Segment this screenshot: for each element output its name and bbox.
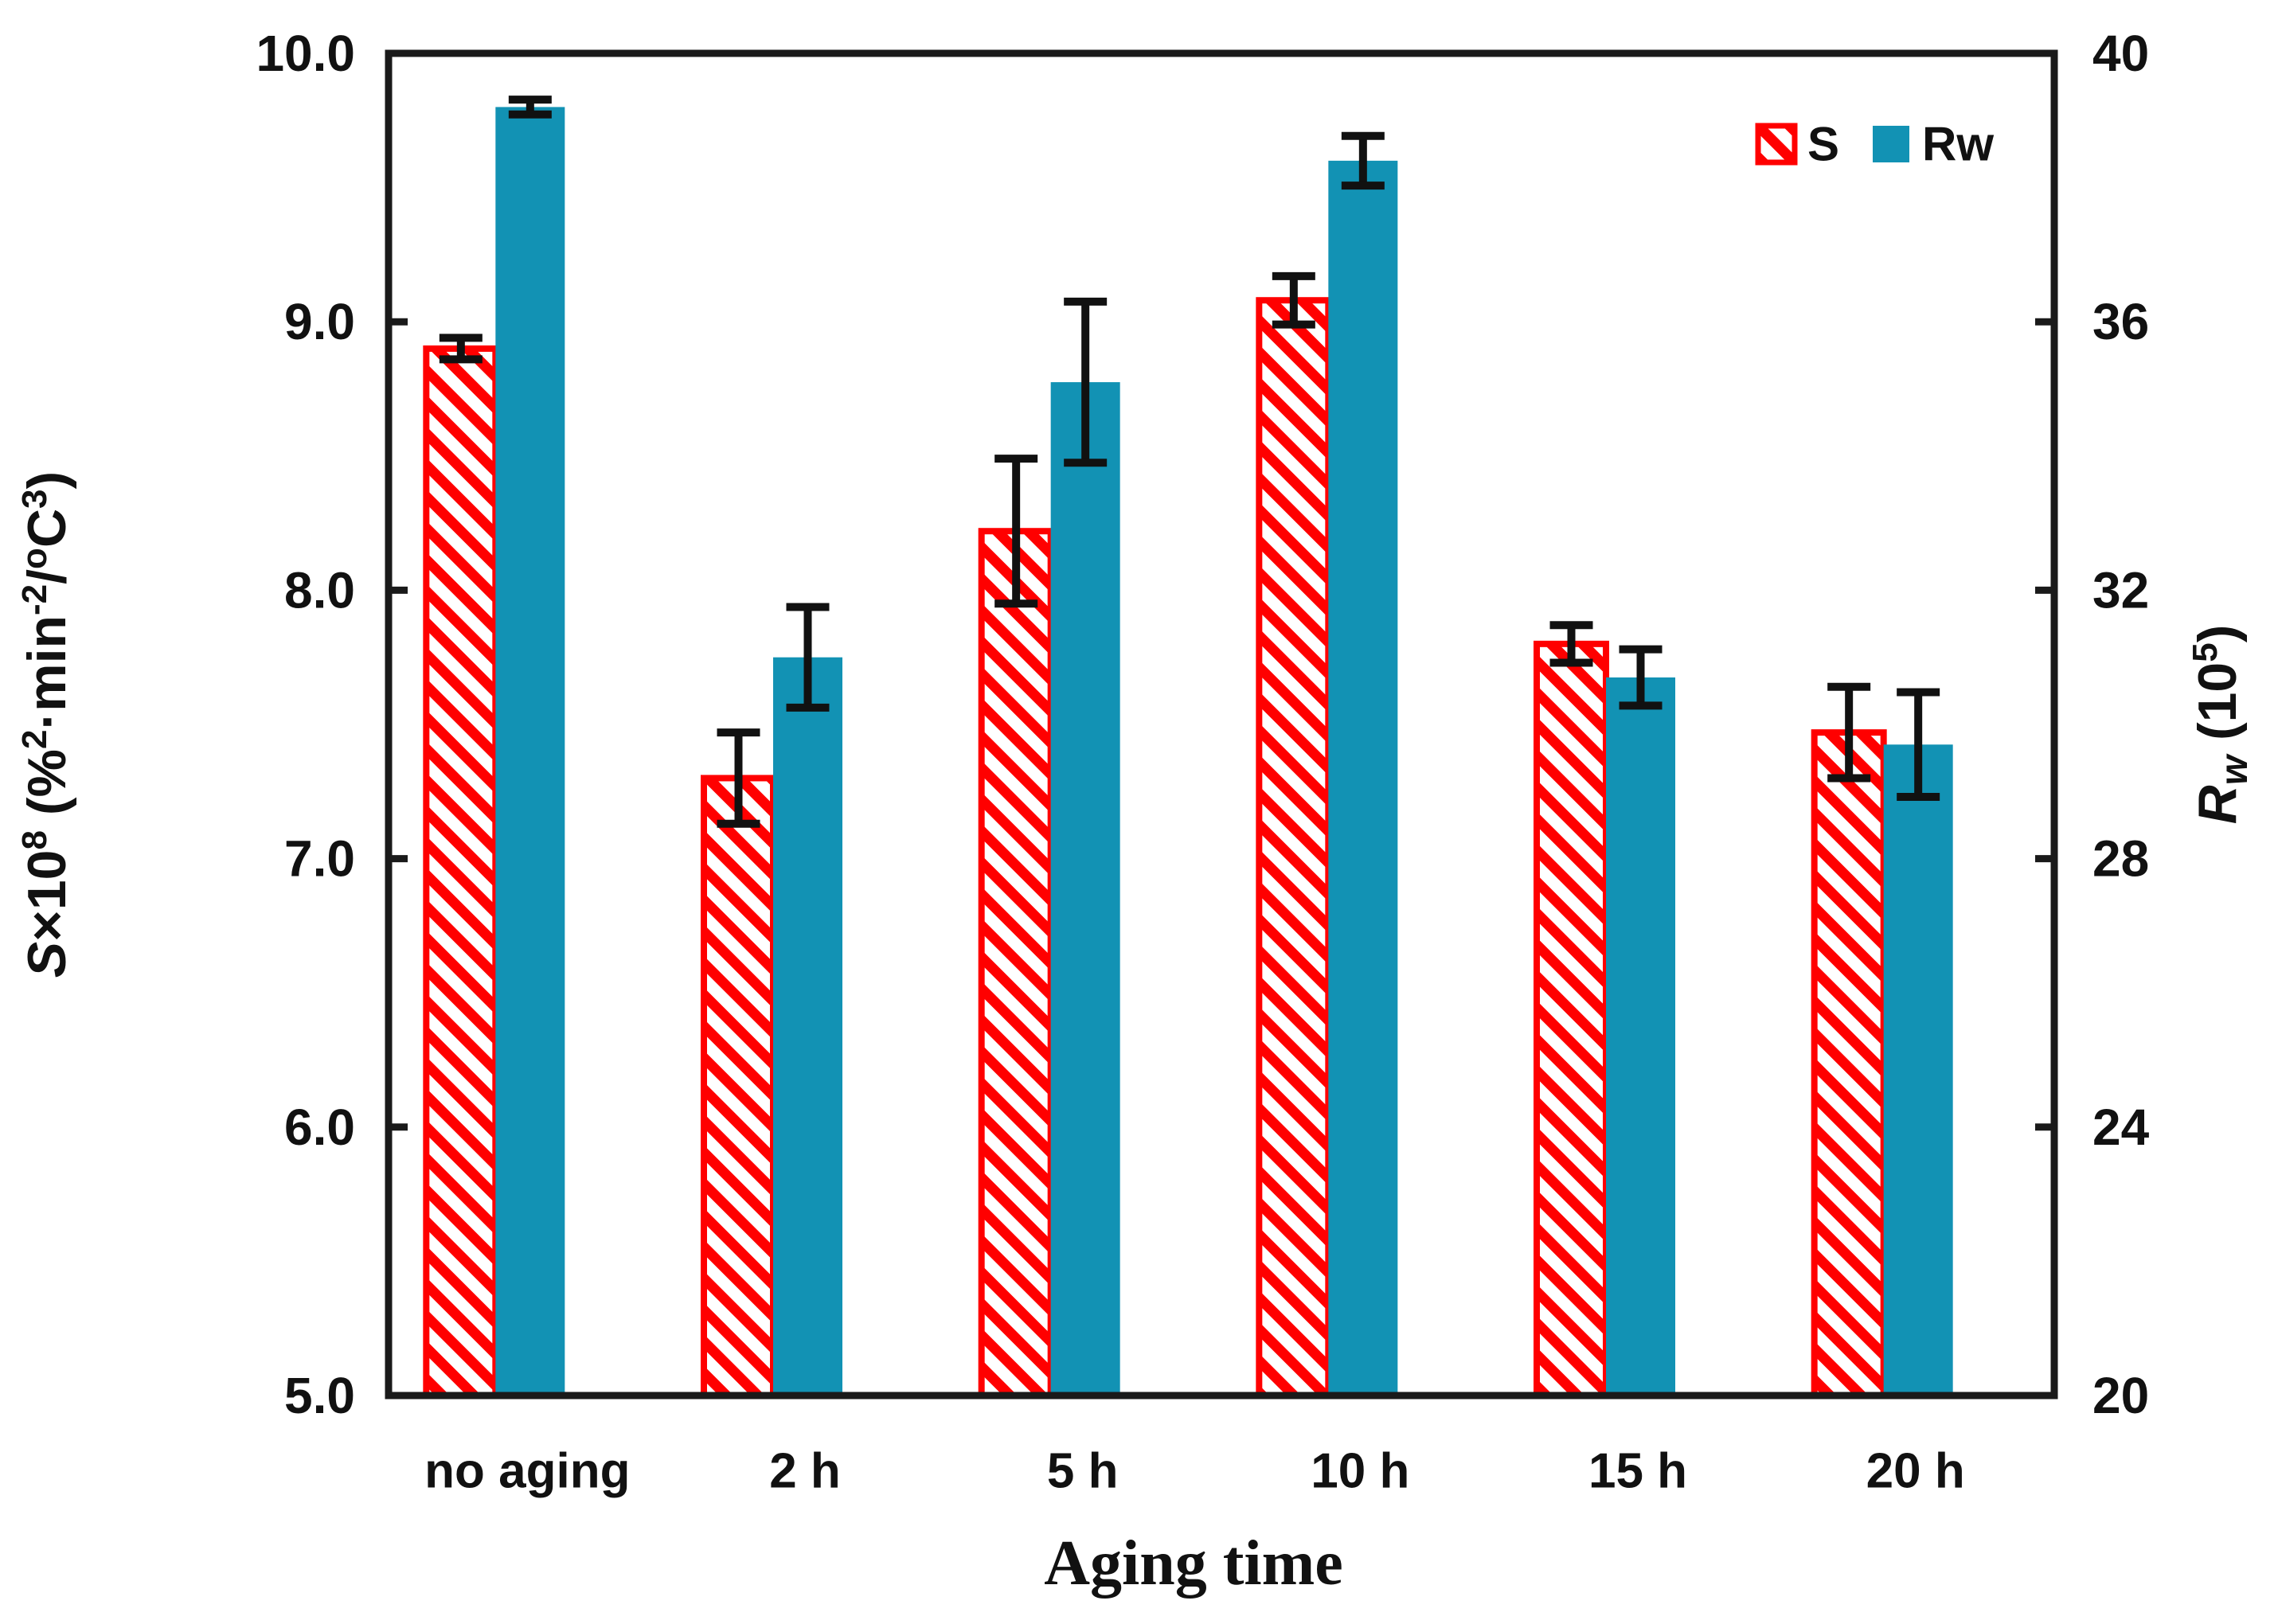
error-S-20-h <box>1827 682 1871 783</box>
bar-S-no-aging <box>423 345 499 1399</box>
x-tick-label-10-h: 10 h <box>1311 1444 1409 1499</box>
bar-Rw-15-h <box>1606 677 1675 1396</box>
x-tick-label-2-h: 2 h <box>769 1444 841 1499</box>
error-Rw-5-h <box>1064 297 1108 467</box>
left-tick-label-9.0: 9.0 <box>284 293 355 350</box>
x-tick-label-15-h: 15 h <box>1588 1444 1687 1499</box>
bar-Rw-10-h <box>1328 160 1398 1396</box>
x-tick-label-20-h: 20 h <box>1866 1444 1965 1499</box>
error-Rw-15-h <box>1619 645 1663 710</box>
left-tick-label-8.0: 8.0 <box>284 561 355 619</box>
right-axis-title: Rw (105) <box>2186 625 2256 825</box>
bar-S-10-h <box>1256 297 1332 1399</box>
error-Rw-10-h <box>1341 131 1385 190</box>
left-axis-title: S×108 (%2·min-2/oC3) <box>15 471 77 978</box>
error-Rw-2-h <box>786 603 830 712</box>
bar-S-20-h <box>1811 729 1887 1399</box>
legend-label-Rw: Rw <box>1922 118 1994 171</box>
error-S-15-h <box>1549 621 1593 667</box>
error-Rw-20-h <box>1897 688 1940 802</box>
left-tick-label-5.0: 5.0 <box>284 1367 355 1424</box>
right-tick-label-36: 36 <box>2092 293 2149 350</box>
right-tick-label-28: 28 <box>2092 830 2149 888</box>
error-S-2-h <box>717 728 760 828</box>
bar-S-2-h <box>701 775 776 1399</box>
bar-S-5-h <box>978 528 1054 1400</box>
legend-label-S: S <box>1807 118 1839 171</box>
error-S-no-aging <box>439 334 483 364</box>
legend-swatch-Rw <box>1873 126 1909 162</box>
legend-swatch-S <box>1755 123 1798 166</box>
bar-Rw-5-h <box>1050 382 1120 1396</box>
plot-frame <box>385 49 2058 1400</box>
right-tick-label-32: 32 <box>2092 561 2149 619</box>
bar-Rw-2-h <box>773 657 842 1396</box>
left-tick-label-6.0: 6.0 <box>284 1099 355 1156</box>
left-tick-label-7.0: 7.0 <box>284 830 355 888</box>
error-Rw-no-aging <box>508 96 552 119</box>
x-tick-label-no-aging: no aging <box>424 1444 630 1499</box>
bar-Rw-no-aging <box>495 107 565 1396</box>
right-tick-label-20: 20 <box>2092 1367 2149 1424</box>
x-tick-label-5-h: 5 h <box>1047 1444 1119 1499</box>
error-S-5-h <box>994 455 1038 608</box>
error-S-10-h <box>1272 271 1315 329</box>
bar-S-15-h <box>1534 640 1609 1399</box>
x-axis-title: Aging time <box>1044 1528 1343 1599</box>
bar-Rw-20-h <box>1883 744 1953 1396</box>
left-tick-label-10.0: 10.0 <box>256 25 355 82</box>
right-tick-label-24: 24 <box>2092 1099 2150 1156</box>
legend: S Rw <box>1755 118 1994 171</box>
right-tick-label-40: 40 <box>2092 25 2149 82</box>
